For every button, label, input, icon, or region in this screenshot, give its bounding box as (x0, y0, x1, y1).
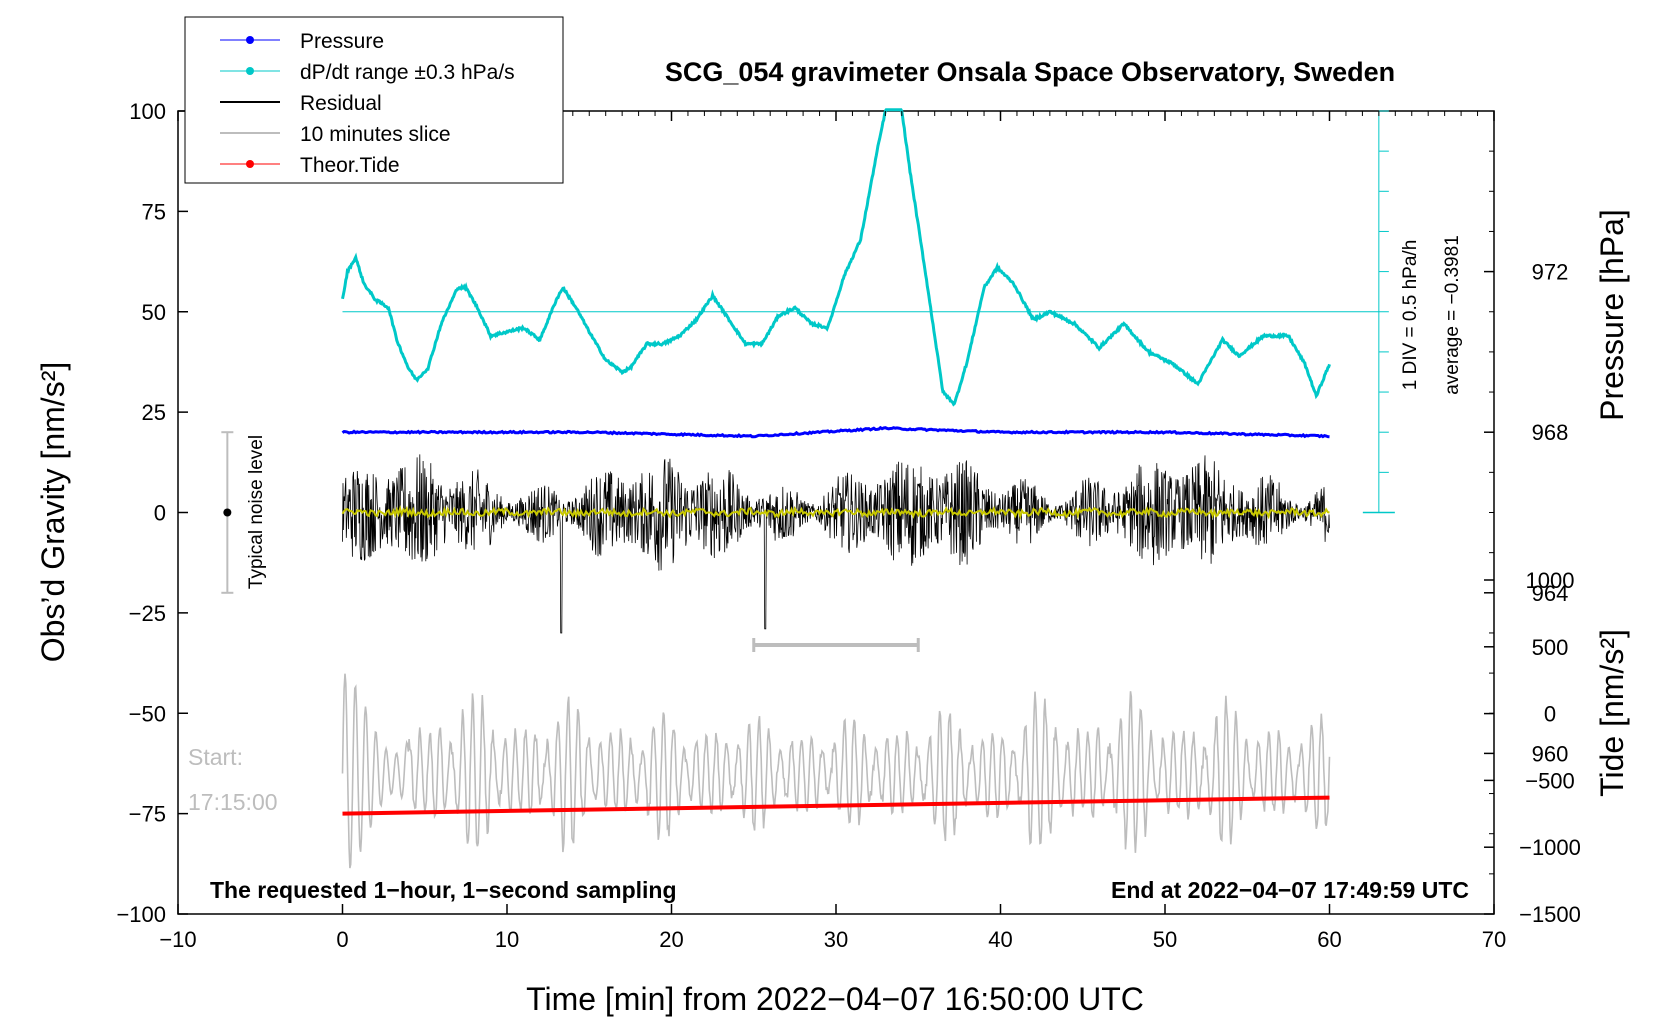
y-axis-tide-title: Tide [nm/s²] (1594, 629, 1630, 797)
residual-smoothed-trace (341, 505, 1330, 520)
legend-box (184, 16, 564, 184)
y-tick-label: 0 (154, 501, 166, 526)
x-tick-label: 40 (988, 927, 1012, 952)
x-tick-label: −10 (159, 927, 196, 952)
y-tick-label: 50 (142, 300, 166, 325)
noise-level-dot (223, 508, 232, 517)
dpdt-trace (341, 108, 1331, 407)
x-tick-label: 10 (495, 927, 519, 952)
end-note: End at 2022−04−07 17:49:59 UTC (1111, 877, 1469, 903)
tide-tick-label: 1000 (1526, 568, 1575, 593)
legend-slice-label: 10 minutes slice (300, 123, 451, 146)
legend-pressure-marker (246, 36, 254, 44)
tide-tick-label: 0 (1544, 702, 1556, 727)
x-axis-title: Time [min] from 2022−04−07 16:50:00 UTC (526, 981, 1144, 1017)
tide-tick-label: −500 (1525, 768, 1575, 793)
chart-annotations-graphics (221, 110, 1395, 652)
y-axis-tide: 1000 500 0 −500 −1000 −1500 (1484, 568, 1581, 927)
y-tick-label: 100 (129, 99, 166, 124)
y-tick-label: −75 (129, 802, 166, 827)
legend: Pressure dP/dt range ±0.3 hPa/s Residual… (184, 16, 564, 184)
pressure-tick-label: 964 (1532, 581, 1569, 606)
residual-trace (342, 454, 1330, 634)
legend-tide-label: Theor.Tide (300, 154, 400, 177)
x-tick-label: 30 (824, 927, 848, 952)
average-label: average = −0.3981 (1442, 235, 1463, 395)
tide-trace (342, 795, 1330, 816)
x-axis: −10 0 10 20 30 40 50 60 70 (159, 111, 1506, 952)
slice-trace (341, 673, 1331, 869)
x-tick-label: 0 (336, 927, 348, 952)
tide-tick-label: −1500 (1519, 902, 1581, 927)
sampling-note: The requested 1−hour, 1−second sampling (210, 877, 677, 903)
legend-pressure-label: Pressure (300, 30, 384, 53)
tide-tick-label: 500 (1532, 635, 1569, 660)
x-tick-label: 50 (1153, 927, 1177, 952)
noise-level-label: Typical noise level (246, 435, 267, 589)
chart-title: SCG_054 gravimeter Onsala Space Observat… (665, 57, 1395, 87)
y-axis-left-title: Obs’d Gravity [nm/s²] (35, 362, 71, 663)
y-tick-label: −50 (129, 701, 166, 726)
y-tick-label: 75 (142, 199, 166, 224)
pressure-tick-label: 960 (1532, 741, 1569, 766)
x-tick-label: 70 (1482, 927, 1506, 952)
tide-tick-label: −1000 (1519, 835, 1581, 860)
y-tick-label: 25 (142, 400, 166, 425)
legend-tide-marker (246, 160, 254, 168)
dpdt-series (341, 108, 1331, 407)
start-label: Start: (188, 744, 243, 770)
pressure-trace (341, 425, 1330, 439)
pressure-tick-label: 972 (1532, 260, 1569, 285)
tide-series (342, 795, 1330, 816)
x-tick-label: 60 (1317, 927, 1341, 952)
div-scale-label: 1 DIV = 0.5 hPa/h (1400, 240, 1421, 391)
legend-residual-label: Residual (300, 92, 382, 115)
x-tick-label: 20 (659, 927, 683, 952)
residual-series (341, 454, 1330, 634)
y-axis-pressure-title: Pressure [hPa] (1594, 209, 1630, 421)
slice-series (341, 673, 1331, 869)
pressure-series (341, 425, 1330, 439)
legend-dpdt-label: dP/dt range ±0.3 hPa/s (300, 61, 515, 84)
y-tick-label: −25 (129, 601, 166, 626)
start-time: 17:15:00 (188, 789, 278, 815)
legend-dpdt-marker (246, 67, 254, 75)
y-axis-pressure: 972 968 964 960 (1484, 150, 1569, 875)
y-axis-left: 100 75 50 25 0 −25 −50 −75 −100 (116, 99, 188, 927)
pressure-tick-label: 968 (1532, 420, 1569, 445)
y-tick-label: −100 (116, 902, 166, 927)
